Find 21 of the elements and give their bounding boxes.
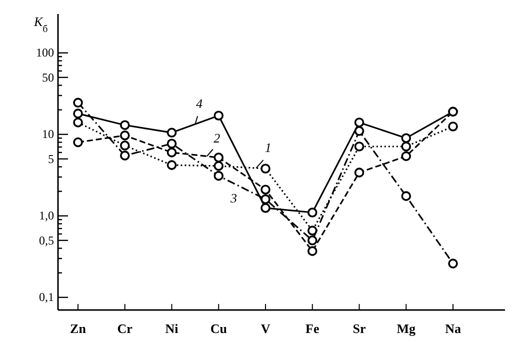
y-tick-label: 0,5 — [39, 233, 54, 248]
x-tick-label: Zn — [70, 321, 87, 336]
y-tick-label: 5 — [48, 152, 54, 166]
x-tick-label: Mg — [396, 321, 416, 336]
series-label: 3 — [229, 190, 238, 206]
x-tick-label: Cu — [210, 321, 227, 336]
x-tick-label: Ni — [165, 321, 179, 336]
y-tick-label: 50 — [42, 70, 54, 84]
series-label: 4 — [196, 96, 203, 112]
series-label: 1 — [264, 140, 272, 156]
x-tick-label: Cr — [117, 321, 133, 336]
x-tick-label: Sr — [352, 321, 366, 336]
y-tick-label: 10 — [42, 127, 54, 142]
y-tick-label: 0,1 — [39, 290, 54, 304]
x-tick-label: Na — [445, 321, 462, 336]
y-tick-label: 1,0 — [39, 208, 54, 223]
series-label: 2 — [214, 130, 221, 146]
y-tick-label: 100 — [36, 46, 54, 60]
y-axis-title: K$_{б}$ — [33, 14, 48, 34]
x-tick-label: V — [260, 321, 271, 336]
x-tick-label: Fe — [306, 321, 320, 336]
